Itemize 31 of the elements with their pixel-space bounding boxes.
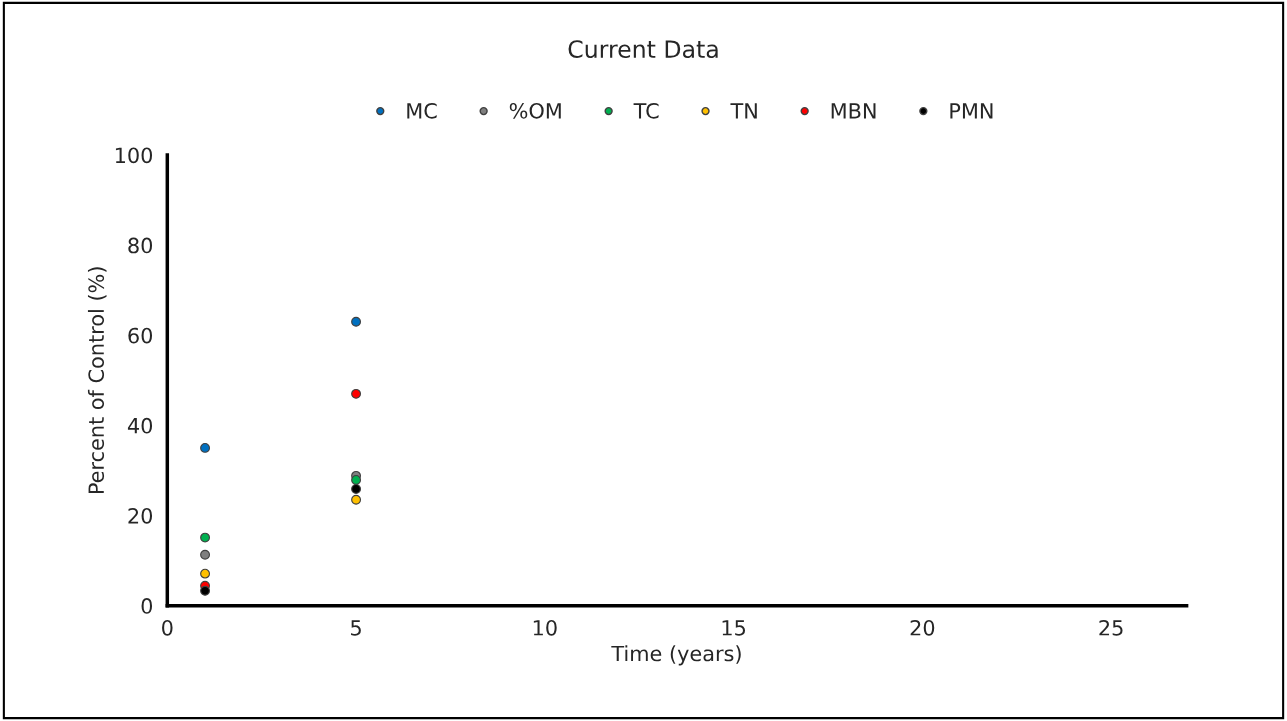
legend-label: MC xyxy=(407,102,437,119)
x-tick-label: 5 xyxy=(351,620,361,636)
y-tick-label: 80 xyxy=(128,237,153,254)
x-tick-label: 0 xyxy=(162,619,173,636)
point xyxy=(351,388,362,399)
legend-label: TC xyxy=(633,102,659,119)
point xyxy=(351,474,362,485)
y-tick-label: 60 xyxy=(128,327,153,344)
y-tick-label: 20 xyxy=(128,507,153,524)
x-axis-title: Time (years) xyxy=(611,645,741,666)
point xyxy=(351,316,362,327)
point xyxy=(200,442,211,453)
y-tick-label: 100 xyxy=(115,147,153,164)
legend-label: %OM xyxy=(509,102,561,119)
point xyxy=(351,483,362,494)
x-tick-label: 25 xyxy=(1099,619,1123,636)
y-tick-label: 0 xyxy=(141,598,153,614)
x-tick-label: 10 xyxy=(533,619,557,636)
point xyxy=(200,549,211,560)
legend-label: MBN xyxy=(831,103,876,119)
chart-title: Current Data xyxy=(568,40,718,59)
x-tick-label: 20 xyxy=(910,619,935,636)
point xyxy=(200,568,211,579)
y-tick-label: 40 xyxy=(127,417,153,434)
point xyxy=(200,585,211,596)
x-tick-label: 15 xyxy=(722,620,746,636)
legend-label: PMN xyxy=(950,103,993,119)
point xyxy=(351,494,362,505)
y-axis-title: Percent of Control (%) xyxy=(87,267,107,494)
legend-label: TN xyxy=(730,103,757,119)
point xyxy=(200,532,211,543)
